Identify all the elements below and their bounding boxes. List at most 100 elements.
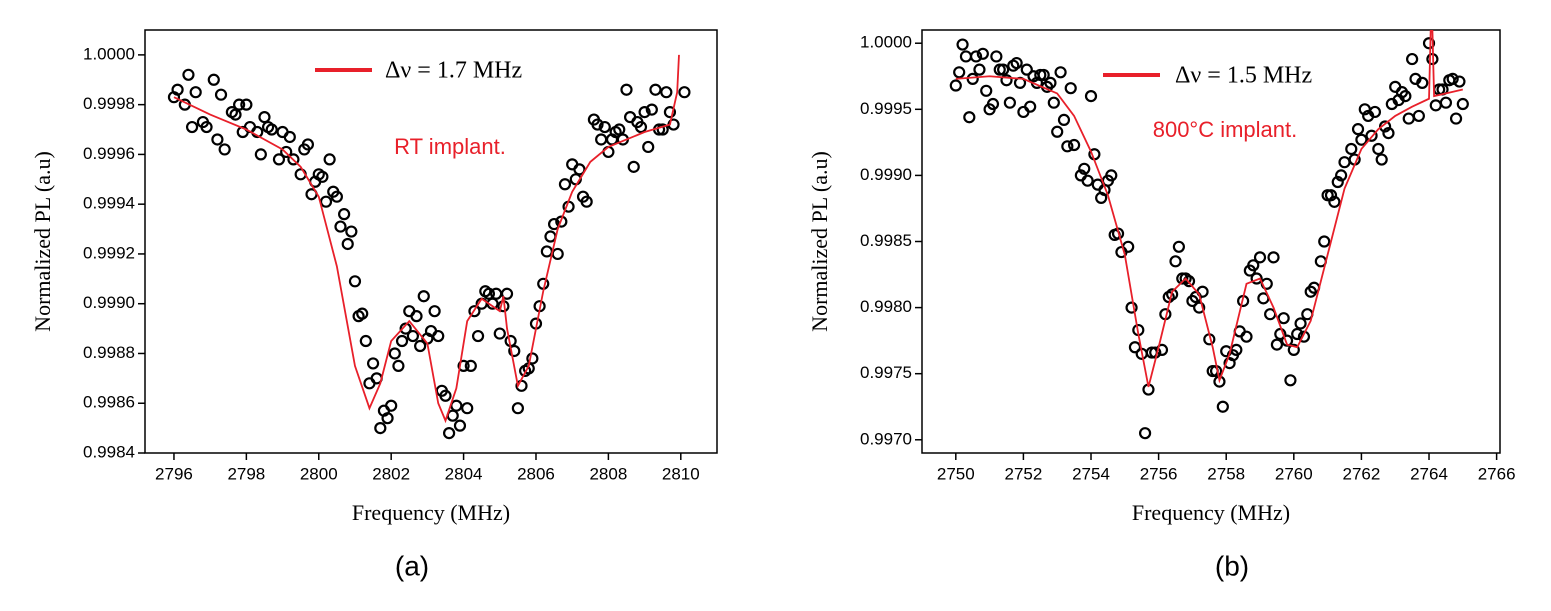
data-point: [443, 426, 456, 440]
data-point: [591, 118, 604, 131]
data-point: [1078, 162, 1091, 175]
data-point: [1368, 105, 1382, 119]
data-point: [207, 73, 220, 86]
data-point: [1439, 96, 1453, 109]
data-point: [1382, 127, 1395, 140]
data-point: [1406, 52, 1419, 66]
data-point: [508, 344, 521, 358]
data-point: [381, 412, 394, 425]
data-point: [182, 68, 195, 81]
plot-area: [167, 54, 691, 440]
data-point: [1267, 251, 1280, 264]
data-point: [980, 84, 993, 97]
data-point: [1125, 301, 1138, 314]
data-point: [1020, 63, 1033, 76]
data-point: [656, 123, 669, 136]
data-point: [963, 111, 976, 124]
data-point: [283, 130, 296, 144]
data-point: [287, 153, 300, 166]
data-point: [171, 83, 184, 96]
data-point: [1064, 82, 1077, 95]
data-point: [464, 359, 477, 373]
data-point: [453, 419, 467, 432]
y-tick-label: 1.0000: [83, 44, 135, 63]
data-point: [1270, 338, 1284, 351]
y-axis-title: Normalized PL (a.u): [30, 151, 55, 332]
data-point: [1351, 123, 1365, 136]
data-point: [1081, 174, 1094, 187]
data-point: [1264, 308, 1277, 321]
annotation: 800°C implant.: [1153, 117, 1298, 142]
data-point: [1250, 272, 1263, 285]
data-point: [468, 305, 481, 318]
data-point: [1128, 341, 1142, 354]
data-point: [1345, 142, 1358, 156]
x-tick-label: 2756: [1140, 464, 1178, 483]
data-point: [439, 389, 452, 402]
y-tick-label: 1.0000: [860, 33, 912, 52]
x-tick-label: 2810: [662, 464, 700, 483]
data-point: [1375, 153, 1388, 166]
data-point: [1429, 99, 1442, 112]
data-point: [949, 79, 962, 92]
data-point: [1166, 288, 1179, 301]
data-point: [969, 50, 983, 63]
data-point: [613, 123, 626, 136]
plot-area: [949, 30, 1469, 440]
data-point: [490, 287, 503, 300]
data-point: [1037, 68, 1050, 82]
data-point: [1453, 75, 1466, 88]
data-point: [1247, 259, 1260, 272]
data-point: [1335, 169, 1348, 182]
data-point: [406, 329, 419, 343]
data-point: [1172, 240, 1185, 253]
data-point: [1297, 330, 1311, 343]
x-tick-label: 2804: [445, 464, 483, 483]
data-point: [1010, 56, 1023, 70]
data-point: [678, 86, 691, 99]
data-point: [555, 215, 568, 228]
x-tick-label: 2764: [1410, 464, 1448, 483]
y-tick-label: 0.9994: [83, 194, 135, 213]
data-point: [1355, 133, 1368, 146]
data-point: [1284, 374, 1297, 387]
y-tick-label: 0.9990: [860, 165, 912, 184]
data-point: [214, 88, 228, 101]
data-point: [1122, 240, 1135, 253]
data-point: [1274, 327, 1287, 341]
data-point: [272, 153, 286, 166]
data-point: [638, 106, 651, 119]
data-point: [258, 110, 271, 124]
y-tick-label: 0.9980: [860, 297, 912, 316]
data-point: [1331, 175, 1344, 189]
data-point: [330, 190, 343, 203]
plot-frame: [921, 29, 1501, 454]
data-point: [1399, 89, 1412, 103]
data-point: [1216, 400, 1229, 413]
x-tick-label: 2800: [300, 464, 338, 483]
data-point: [1378, 120, 1392, 133]
data-point: [410, 310, 423, 323]
data-point: [1091, 178, 1104, 191]
data-point: [229, 108, 242, 121]
data-point: [1051, 125, 1064, 138]
y-tick-label: 0.9990: [83, 293, 135, 312]
data-point: [997, 63, 1010, 76]
data-point: [1061, 140, 1074, 153]
data-point: [254, 148, 267, 161]
data-point: [663, 106, 677, 119]
data-point: [1328, 195, 1341, 208]
fit-line: [955, 30, 1464, 388]
data-point: [595, 133, 608, 146]
y-tick-label: 0.9996: [83, 144, 135, 163]
data-point: [428, 305, 441, 318]
y-tick-label: 0.9998: [83, 94, 135, 113]
data-point: [973, 63, 986, 76]
data-point: [1024, 100, 1037, 113]
data-point: [1449, 112, 1463, 125]
x-tick-label: 2750: [937, 464, 975, 483]
annotation: RT implant.: [394, 134, 506, 159]
data-point: [1155, 343, 1169, 356]
legend-label: Δν = 1.5 MHz: [1175, 63, 1312, 89]
